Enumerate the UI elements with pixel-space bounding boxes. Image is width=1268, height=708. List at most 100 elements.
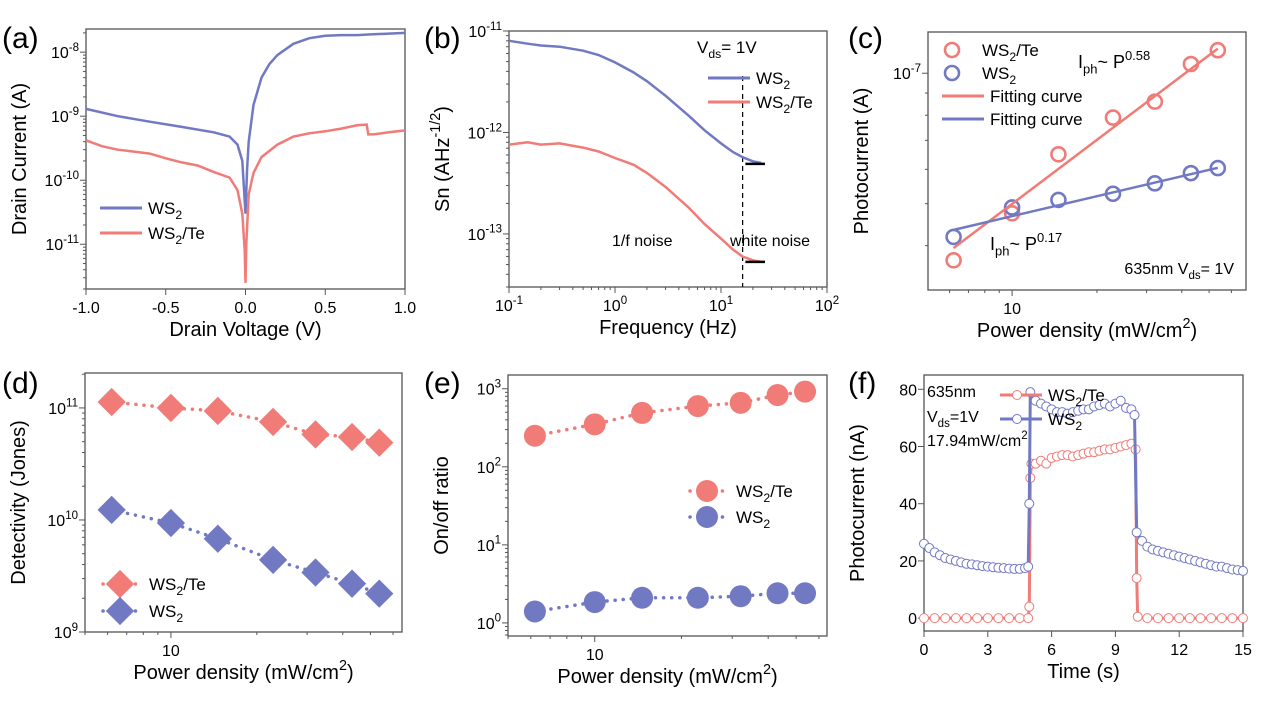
y-axis-label: Sn (AHz-1/2) [428, 106, 454, 212]
series-ws2-0 [85, 31, 406, 214]
data-point [943, 64, 961, 82]
annotation: 1/f noise [612, 233, 673, 250]
legend-label: WS2/Te [148, 224, 205, 247]
x-axis-label: Drain Voltage (V) [169, 319, 321, 341]
data-point [945, 228, 962, 246]
y-tick-label: 102 [477, 457, 501, 477]
data-point [1012, 390, 1022, 400]
x-tick-label: -0.5 [152, 300, 180, 317]
y-tick-label: 0 [908, 611, 917, 628]
y-tick-label: 10-11 [45, 234, 79, 254]
y-axis-label: Drain Current (A) [9, 83, 31, 235]
data-point [301, 420, 330, 449]
data-point [766, 384, 789, 407]
data-point [105, 569, 135, 599]
series-ws2te-1 [85, 123, 406, 283]
legend-label: WS2 [982, 64, 1016, 87]
annotation: 17.94mW/cm2 [927, 430, 1028, 450]
data-point [1050, 191, 1067, 209]
legend-label: WS2/Te [756, 93, 813, 116]
x-tick-label: 0.0 [234, 300, 256, 317]
annotation: Vds=1V [927, 409, 979, 430]
legend-item: WS2 [1000, 410, 1082, 433]
series-ws2te-0 [97, 387, 394, 457]
series-line [924, 441, 1243, 620]
data-point [301, 558, 330, 587]
data-point [203, 524, 232, 553]
panel-b: (b) 10-1 100 101 102 10-13 10-12 10-11 Frequency… [424, 21, 839, 339]
legend-item: WS2 [101, 596, 183, 626]
data-point [729, 585, 752, 608]
data-point [1014, 613, 1025, 624]
data-point [1104, 109, 1122, 126]
annotation: Iph~ P0.17 [990, 230, 1062, 259]
data-point [1115, 395, 1126, 406]
data-point [1023, 613, 1034, 624]
series-ws2te-0 [523, 380, 817, 447]
x-tick-label: 0.5 [314, 300, 336, 317]
data-point [1227, 613, 1238, 624]
data-point [1209, 41, 1227, 59]
legend-item: WS2 [100, 199, 182, 222]
data-point [729, 391, 752, 414]
series-line [533, 591, 807, 614]
x-tick-label: 9 [1111, 642, 1120, 659]
y-tick-label: 10-13 [468, 224, 502, 244]
series-fittingcurve-3 [953, 166, 1219, 232]
data-point [1024, 601, 1035, 612]
x-tick-label: 3 [983, 642, 992, 659]
annotation: 635nm Vds= 1V [1124, 261, 1234, 282]
data-point [945, 252, 962, 269]
data-point [993, 613, 1004, 624]
legend-item: WS2/Te [943, 41, 1039, 64]
y-tick-label: 101 [477, 535, 501, 555]
x-axis-label: Frequency (Hz) [599, 317, 737, 339]
series-ws2-0 [508, 39, 762, 165]
series-line [85, 123, 406, 283]
data-point [583, 413, 606, 436]
data-point [950, 613, 961, 624]
legend-item: WS2 [943, 64, 1016, 87]
legend-title: Vds= 1V [697, 38, 757, 61]
data-point [1206, 613, 1217, 624]
data-point [1004, 613, 1015, 624]
data-point [1023, 561, 1034, 572]
x-tick-label: 0 [920, 642, 929, 659]
data-point [1216, 613, 1227, 624]
y-tick-label: 1010 [47, 510, 78, 530]
data-point [686, 586, 709, 609]
legend: WS2/Te WS2 [101, 569, 206, 626]
data-point [1050, 145, 1067, 163]
legend-label: WS2/Te [736, 482, 793, 505]
legend-item: WS2/Te [688, 480, 793, 505]
data-point [631, 586, 654, 609]
legend-label: WS2/Te [982, 41, 1039, 64]
legend-item: WS2 [708, 69, 790, 92]
series-line [508, 39, 762, 165]
panel-label: (e) [424, 367, 461, 400]
y-axis-label: On/off ratio [431, 456, 453, 555]
data-point [258, 545, 288, 575]
y-tick-label: 1011 [48, 398, 78, 418]
series-line [533, 389, 807, 438]
x-tick-label: 10 [162, 643, 180, 660]
y-tick-label: 80 [899, 382, 917, 399]
data-point [337, 569, 367, 598]
data-point [1131, 527, 1142, 538]
y-axis-label: Detectivity (Jones) [8, 420, 30, 585]
data-point [696, 480, 718, 502]
data-point [97, 495, 126, 525]
series-ws2-1 [97, 495, 394, 608]
data-point [365, 579, 394, 608]
panel-label: (d) [2, 367, 39, 400]
data-point [337, 422, 367, 452]
plot-frame [923, 374, 1244, 632]
legend-label: WS2/Te [149, 575, 206, 598]
data-point [1152, 613, 1163, 624]
data-point [1238, 613, 1248, 624]
legend-item: Fitting curve [942, 110, 1083, 129]
data-point [523, 600, 546, 623]
x-tick-label: 101 [709, 295, 733, 315]
data-point [1132, 611, 1143, 622]
